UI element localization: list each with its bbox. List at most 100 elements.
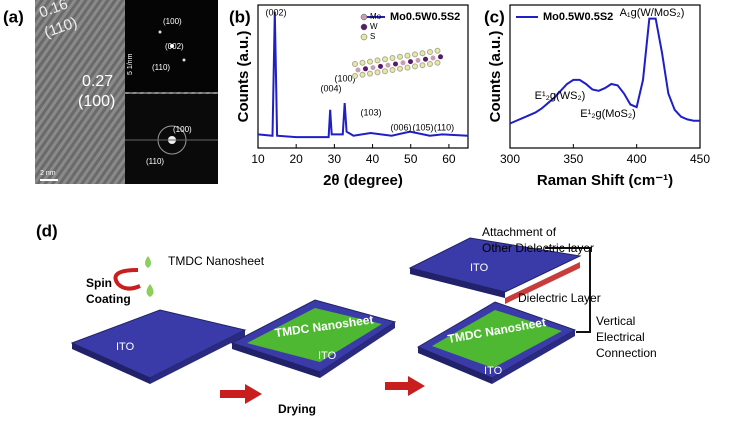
atom (352, 73, 358, 79)
inset-legend-label: Mo (370, 12, 382, 21)
plot-frame (509, 4, 701, 149)
dielectric-layer (505, 262, 580, 304)
atom (367, 58, 373, 65)
label: Spin (86, 276, 112, 290)
atom (382, 68, 388, 75)
x-tick-label: 400 (627, 152, 647, 166)
panel-label: (a) (3, 7, 24, 26)
label: Dielectric Layer (518, 291, 601, 305)
atom (389, 55, 396, 61)
legend-label: Mo0.5W0.5S2 (390, 11, 460, 23)
spin-arrow (113, 268, 141, 291)
peak-label: (100) (334, 73, 355, 83)
data-line (257, 11, 469, 139)
connection-line (545, 247, 591, 333)
data-line (509, 17, 700, 125)
spot (182, 58, 186, 62)
plate-edge (320, 322, 395, 378)
panel-label: (b) (229, 7, 251, 26)
label: Other Dielectric layer (482, 241, 594, 255)
panel-label: (d) (36, 221, 58, 240)
plate-edge (150, 330, 245, 384)
x-tick-label: 50 (404, 152, 418, 166)
atom (355, 67, 361, 73)
atom (434, 59, 441, 66)
scale-label: 5 1/nm (127, 53, 134, 75)
inset-legend-dot (360, 13, 368, 21)
y-axis-label: Counts (a.u.) (487, 31, 504, 123)
x-tick-label: 40 (366, 152, 380, 166)
fft-label: (100) (173, 125, 192, 134)
label: ITO (318, 350, 337, 362)
atom (385, 62, 391, 68)
atom (412, 63, 418, 70)
fft-label: (110) (146, 157, 164, 166)
x-tick-label: 300 (500, 152, 520, 166)
atom (430, 55, 436, 61)
x-tick-label: 350 (563, 152, 583, 166)
spot (170, 44, 174, 48)
tem-label: (100) (78, 93, 115, 110)
saed-label: (100) (163, 17, 182, 26)
x-axis-label: 2θ (degree) (323, 172, 403, 189)
atom (434, 47, 441, 54)
arrow (220, 384, 262, 404)
plot-frame (257, 4, 469, 149)
peak-label: E¹₂g(WS₂) (535, 90, 586, 102)
legend-label: Mo0.5W0.5S2 (543, 11, 613, 23)
spot (158, 30, 162, 34)
y-axis-label: Counts (a.u.) (235, 31, 252, 123)
x-tick-label: 60 (442, 152, 456, 166)
atom (374, 69, 381, 76)
plate-edge (72, 343, 150, 384)
atom (408, 59, 413, 65)
droplet (146, 284, 154, 297)
peak-label: (002) (265, 7, 286, 17)
scale-label: 2 nm (40, 170, 56, 177)
atom (374, 57, 381, 64)
atom (397, 65, 403, 72)
nanosheet (247, 308, 382, 362)
atom (415, 57, 421, 63)
x-axis-label: Raman Shift (cm⁻¹) (537, 172, 673, 189)
atom (404, 52, 411, 59)
atom (438, 54, 443, 60)
x-tick-label: 10 (251, 152, 265, 166)
atom (393, 61, 398, 67)
label: Vertical (596, 314, 635, 328)
atom (389, 67, 396, 73)
saed-label: (002) (165, 42, 184, 51)
inset-legend-dot (360, 23, 368, 31)
plate-edge (492, 330, 575, 384)
label: TMDC Nanosheet (168, 254, 265, 268)
atom (363, 66, 368, 72)
atom (359, 71, 366, 78)
label: Coating (86, 292, 131, 306)
panel-label: (c) (484, 7, 505, 26)
atom (419, 50, 426, 57)
atom (427, 61, 433, 67)
x-tick-label: 30 (328, 152, 342, 166)
plate-edge (410, 268, 505, 298)
x-tick-label: 450 (690, 152, 710, 166)
atom (427, 49, 433, 55)
label: Connection (596, 346, 657, 360)
label: Electrical (596, 330, 645, 344)
label: Drying (278, 402, 316, 416)
atom (412, 51, 418, 58)
peak-label: (004) (320, 83, 341, 93)
saed-label: (110) (152, 63, 170, 72)
peak-label: (103) (360, 107, 381, 117)
atom (423, 56, 428, 62)
droplet (145, 256, 151, 268)
tem-label: 0.27 (82, 73, 113, 90)
nanosheet (432, 310, 562, 368)
atom (378, 63, 383, 69)
atom (382, 56, 388, 63)
atom (370, 65, 376, 71)
ito-plate (408, 237, 582, 293)
atom (419, 62, 426, 69)
arrow (385, 376, 425, 396)
label: Attachment of (482, 225, 557, 239)
